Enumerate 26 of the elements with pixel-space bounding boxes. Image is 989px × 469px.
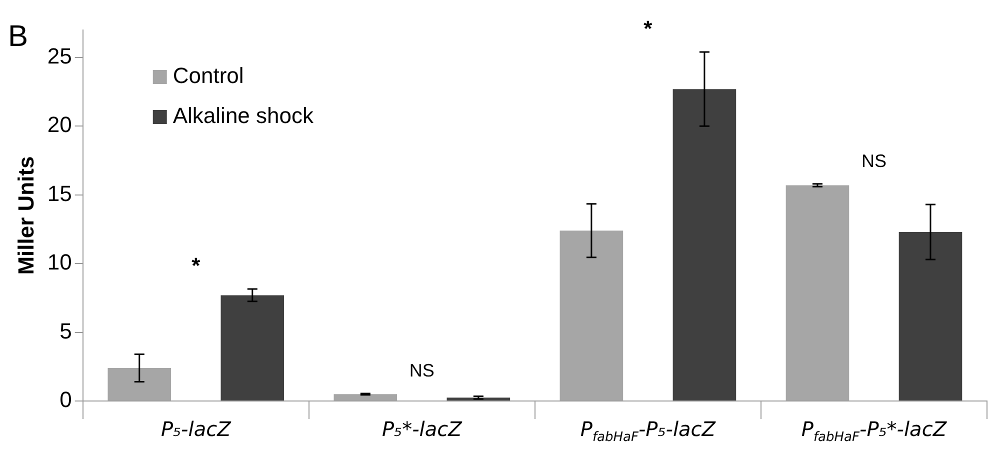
bar: [446, 398, 510, 400]
bar: [108, 368, 172, 400]
x-tick-label: P$_{fabHaF}$-P₅*-lacZ: [801, 417, 947, 445]
x-tick-label: P₅-lacZ: [160, 417, 231, 441]
y-tick-label: 20: [47, 112, 72, 138]
y-tick-label: 10: [47, 250, 72, 275]
annotation: NS: [409, 360, 434, 380]
y-tick-label: 25: [47, 44, 72, 69]
y-tick-label: 0: [60, 387, 72, 412]
x-tick-label: P$_{fabHaF}$-P₅-lacZ: [580, 417, 716, 445]
y-tick-label: 15: [47, 180, 72, 206]
bar: [786, 185, 850, 400]
annotation: NS: [861, 150, 886, 171]
bar: [898, 232, 962, 400]
legend-label: Control: [172, 63, 244, 88]
x-tick-label: P₅*-lacZ: [382, 417, 462, 441]
text: B: [8, 20, 28, 54]
annotation: *: [192, 253, 201, 278]
legend-label: Alkaline shock: [172, 103, 314, 128]
y-tick-label: 5: [60, 318, 72, 344]
bar: [560, 230, 624, 400]
annotation: *: [644, 16, 653, 42]
bar: [220, 295, 284, 400]
bar: [334, 394, 398, 400]
y-axis-title: Miller Units: [13, 156, 38, 275]
bar: [672, 89, 736, 400]
